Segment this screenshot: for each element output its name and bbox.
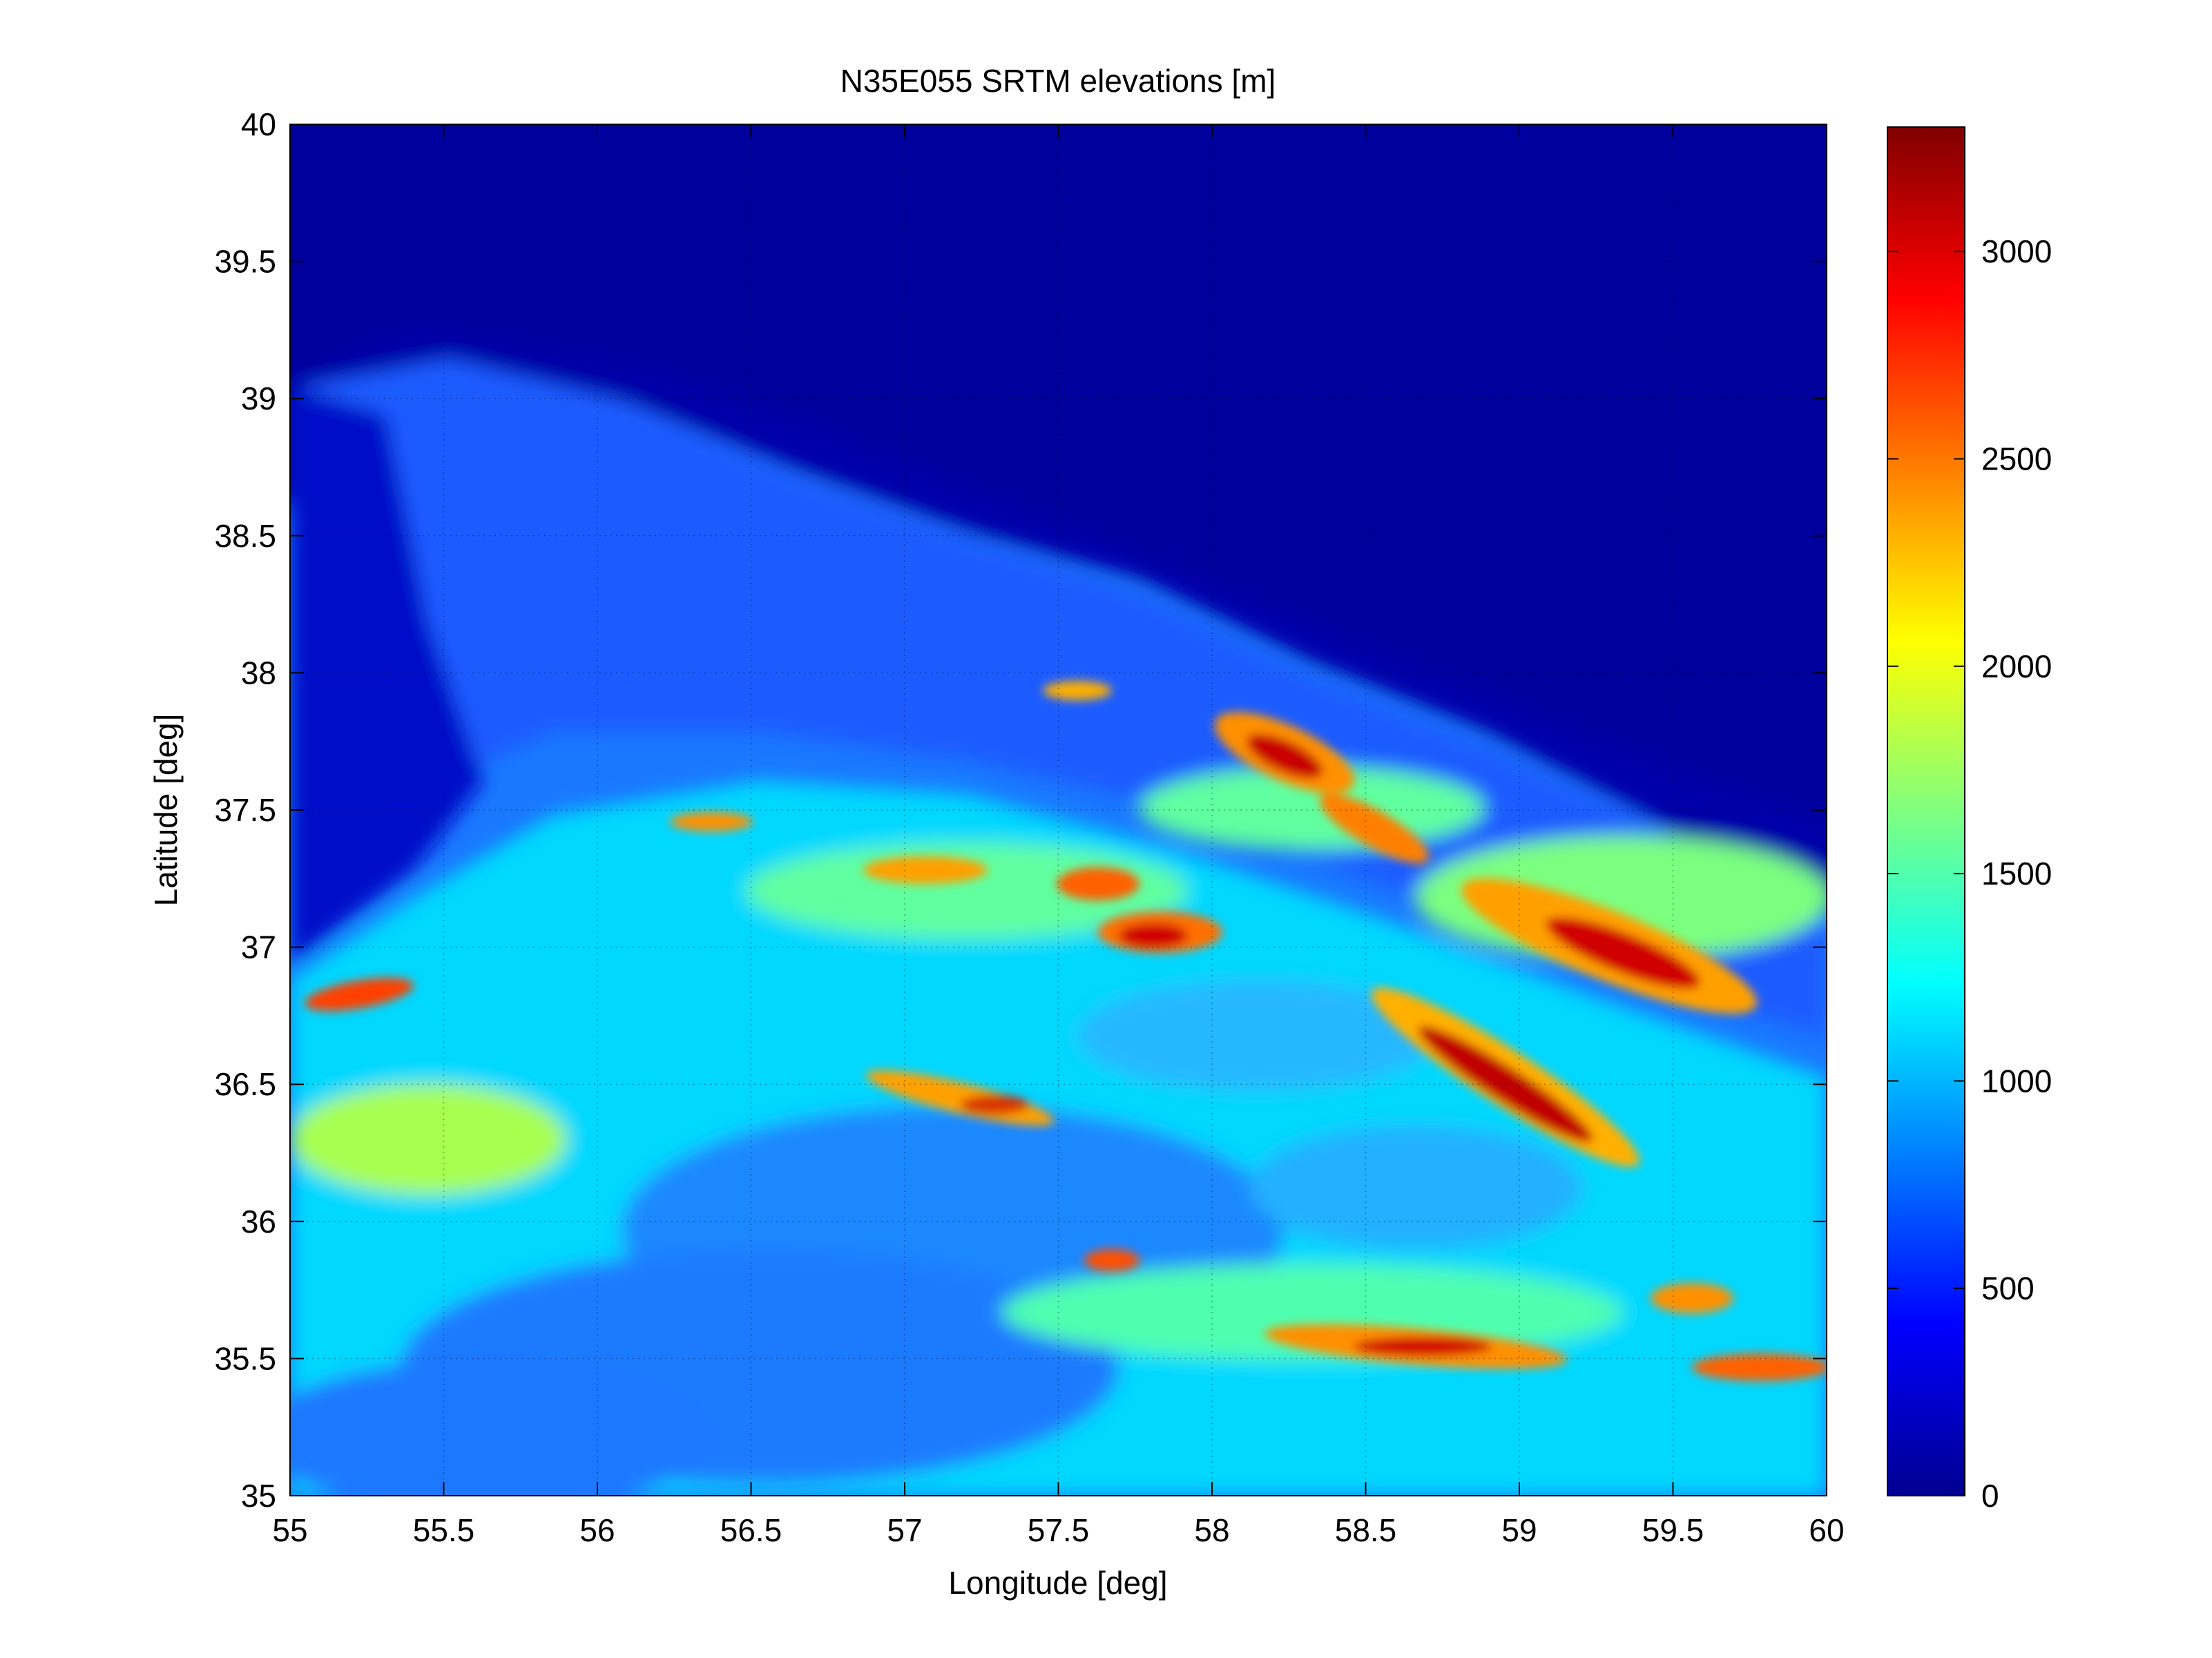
ridge-peak [1119, 923, 1188, 948]
y-tick-label: 38.5 [214, 518, 276, 554]
colorbar-tick-label: 500 [1981, 1271, 2035, 1307]
ridge-peak [1246, 733, 1323, 779]
ridge [1692, 1353, 1827, 1381]
mountain-ridges [305, 681, 1827, 1381]
grid-lines [290, 124, 1827, 1496]
colorbar-tick-label: 3000 [1981, 233, 2052, 269]
colorbar-ticks: 0 500 1000 1500 2000 2500 3000 [1887, 233, 2052, 1514]
y-tick-label: 35.5 [214, 1340, 276, 1376]
x-tick-label: 58.5 [1335, 1512, 1397, 1548]
y-tick-label: 36 [241, 1204, 276, 1240]
ridge [1043, 681, 1112, 700]
chart-title: N35E055 SRTM elevations [m] [840, 63, 1276, 99]
ridge-peak [1354, 1337, 1492, 1356]
ridge [1651, 1283, 1733, 1313]
x-tick-label: 57 [887, 1512, 922, 1548]
ridge [1057, 867, 1139, 900]
colorbar: 0 500 1000 1500 2000 2500 3000 [1887, 126, 2052, 1514]
ridge [670, 812, 753, 831]
interior-basin [1077, 981, 1436, 1091]
ridge-peak [1546, 917, 1700, 989]
terrain-fill [290, 124, 1827, 1496]
x-tick-label: 56 [579, 1512, 615, 1548]
y-axis: 35 35.5 36 36.5 37 37.5 38 38.5 39 39.5 40 [214, 106, 1827, 1514]
y-axis-label: Latitude [deg] [148, 714, 184, 907]
ridge [1319, 793, 1430, 864]
ridge-peak [960, 1095, 1029, 1115]
x-tick-label: 55.5 [413, 1512, 475, 1548]
x-tick-label: 57.5 [1028, 1512, 1090, 1548]
interior-basin [1250, 1126, 1581, 1250]
x-tick-label: 56.5 [720, 1512, 782, 1548]
colorbar-gradient [1887, 126, 1965, 1496]
heatmap-area [290, 124, 1827, 1496]
x-tick-label: 60 [1809, 1512, 1844, 1548]
ridge [863, 856, 988, 884]
x-tick-label: 55 [272, 1512, 307, 1548]
ridge-peak [1418, 1025, 1593, 1143]
lowland-plain-shade [290, 124, 1827, 817]
colorbar-tick-label: 1500 [1981, 856, 2052, 891]
western-lowland [290, 387, 483, 967]
ridge [305, 977, 414, 1012]
upland [746, 842, 1188, 939]
y-tick-label: 37.5 [214, 792, 276, 828]
x-tick-label: 59.5 [1642, 1512, 1704, 1548]
ridge [1084, 1249, 1139, 1271]
y-tick-label: 35 [241, 1478, 276, 1514]
colorbar-tick-label: 2000 [1981, 648, 2052, 684]
y-tick-label: 37 [241, 929, 276, 965]
y-tick-label: 39 [241, 380, 276, 416]
colorbar-tick-label: 2500 [1981, 441, 2052, 476]
interior-basin [290, 1360, 711, 1496]
upland [290, 1084, 566, 1195]
x-tick-label: 58 [1194, 1512, 1229, 1548]
x-tick-label: 59 [1501, 1512, 1537, 1548]
y-tick-label: 40 [241, 106, 276, 142]
colorbar-tick-label: 1000 [1981, 1063, 2052, 1099]
x-axis-label: Longitude [deg] [948, 1565, 1167, 1601]
colorbar-tick-label: 0 [1981, 1478, 1999, 1514]
y-tick-label: 39.5 [214, 244, 276, 280]
y-tick-label: 38 [241, 655, 276, 691]
y-tick-label: 36.5 [214, 1066, 276, 1102]
x-axis: 55 55.5 56 56.5 57 57.5 58 58.5 59 59.5 60 [272, 124, 1845, 1548]
